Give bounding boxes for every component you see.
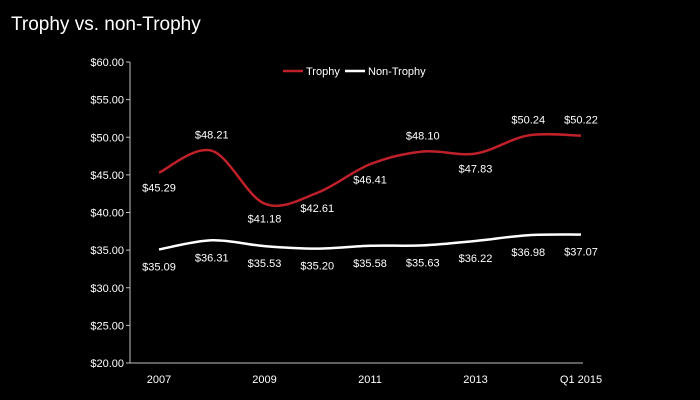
y-tick-label: $30.00 [90,283,124,295]
trophy-data-label: $45.29 [142,183,176,195]
non-trophy-data-label: $35.20 [300,261,334,273]
chart-title: Trophy vs. non-Trophy [11,14,201,35]
y-tick-label: $35.00 [90,245,124,257]
non-trophy-series-line [158,233,582,251]
non-trophy-data-label: $36.22 [459,253,493,265]
trophy-data-label: $48.21 [195,130,229,142]
non-trophy-data-label: $35.09 [142,261,176,273]
y-axis-ticks: $20.00 $25.00 $30.00 $35.00 $40.00 $45.00 $50.… [90,57,130,370]
trophy-series-line [158,132,582,208]
trophy-data-label: $48.10 [406,131,440,143]
x-tick-label: 2007 [147,374,171,386]
x-tick-label: Q1 2015 [560,374,602,386]
x-tick-label: 2011 [358,374,382,386]
trophy-legend-label: Trophy [306,66,340,78]
non-trophy-data-label: $36.98 [511,247,545,259]
trophy-data-label: $50.24 [511,114,545,126]
trophy-data-label: $42.61 [300,203,334,215]
non-trophy-data-label: $35.53 [248,258,282,270]
y-tick-label: $45.00 [90,170,124,182]
data-labels: $45.29 $48.21 $41.18 $42.61 $46.41 $48.10 $47.… [142,114,598,273]
non-trophy-data-label: $36.31 [195,252,229,264]
trophy-data-label: $47.83 [459,164,493,176]
y-tick-label: $60.00 [90,57,124,69]
y-tick-label: $40.00 [90,208,124,220]
series-lines [158,132,582,251]
x-tick-label: 2013 [463,374,487,386]
y-tick-label: $50.00 [90,132,124,144]
y-tick-label: $25.00 [90,320,124,332]
non-trophy-legend-label: Non-Trophy [368,66,426,78]
trophy-data-label: $50.22 [564,115,598,127]
non-trophy-data-label: $35.63 [406,257,440,269]
y-tick-label: $20.00 [90,358,124,370]
x-axis-ticks: 2007 2009 2011 2013 Q1 2015 [147,374,602,386]
trophy-data-label: $46.41 [353,174,387,186]
x-tick-label: 2009 [252,374,276,386]
chart-axes [129,62,583,364]
chart-legend: Trophy Non-Trophy [283,66,426,78]
trophy-data-label: $41.18 [248,214,282,226]
non-trophy-data-label: $35.58 [353,258,387,270]
y-tick-label: $55.00 [90,95,124,107]
non-trophy-data-label: $37.07 [564,247,598,259]
